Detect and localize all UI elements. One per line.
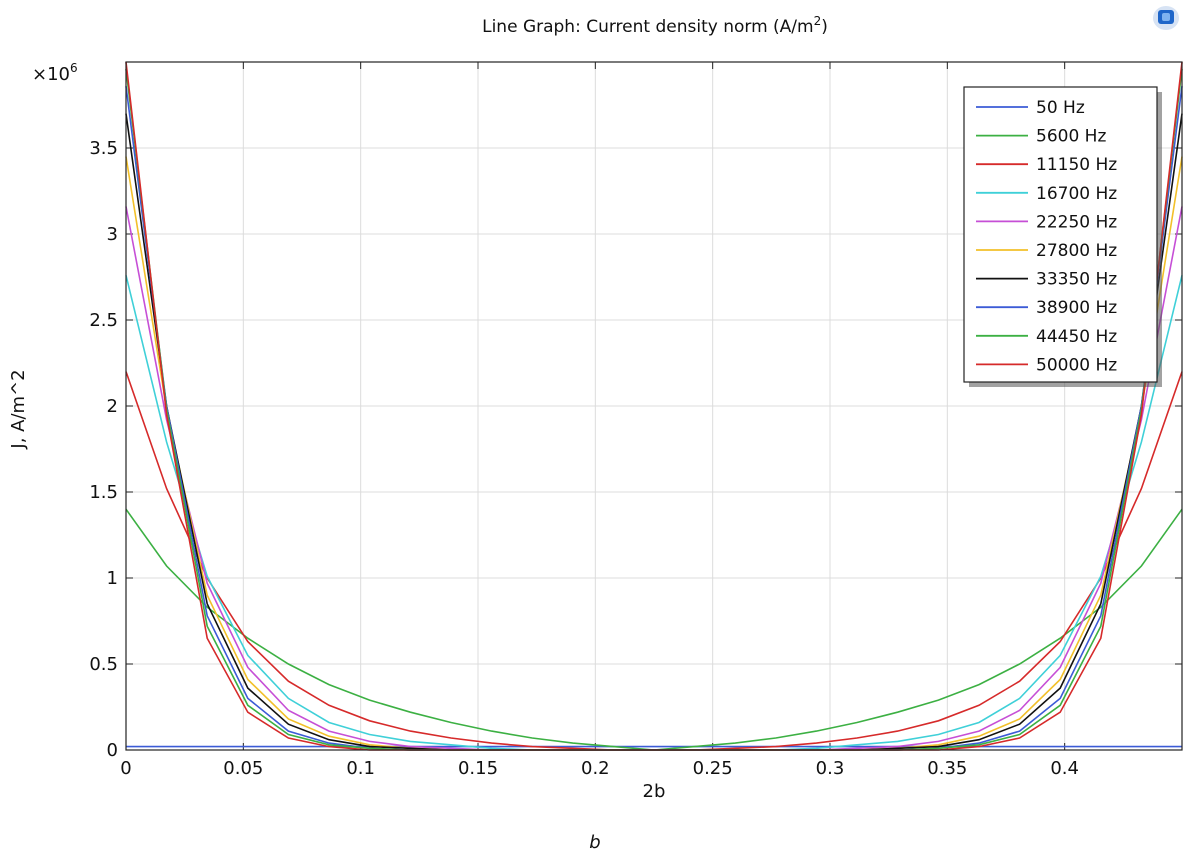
- figure-caption: b: [589, 832, 601, 853]
- legend-label: 27800 Hz: [1036, 241, 1117, 261]
- x-tick-label: 0.25: [693, 758, 733, 779]
- legend-label: 50 Hz: [1036, 98, 1085, 118]
- y-tick-label: 2: [107, 396, 118, 417]
- legend-label: 16700 Hz: [1036, 184, 1117, 204]
- legend-label: 5600 Hz: [1036, 127, 1106, 147]
- plot-frame: [125, 61, 1183, 751]
- y-tick-label: 3.5: [89, 138, 118, 159]
- x-tick-label: 0: [120, 758, 131, 779]
- legend-label: 38900 Hz: [1036, 298, 1117, 318]
- legend-label: 11150 Hz: [1036, 155, 1117, 175]
- series-line-5600-hz: [125, 508, 1183, 751]
- x-tick-label: 0.4: [1050, 758, 1079, 779]
- y-tick-label: 1.5: [89, 482, 118, 503]
- x-tick-label: 0.3: [816, 758, 845, 779]
- axis-ticks: 0 0.05 0.1 0.15 0.2 0.25 0.3 0.35 0.4 0 0.5 1 1.5 2 2.…: [89, 62, 1182, 779]
- x-tick-label: 0.1: [346, 758, 375, 779]
- chart-legend: 50 Hz 5600 Hz 11150 Hz 16700 Hz 22250 Hz 2780…: [963, 86, 1162, 387]
- y-tick-label: 3: [107, 224, 118, 245]
- y-multiplier-label: ×106: [32, 61, 78, 85]
- chart-title: Line Graph: Current density norm (A/m2): [482, 14, 828, 37]
- legend-label: 22250 Hz: [1036, 212, 1117, 232]
- legend-label: 33350 Hz: [1036, 270, 1117, 290]
- line-chart: Line Graph: Current density norm (A/m2) …: [8, 6, 1183, 802]
- x-tick-label: 0.15: [458, 758, 498, 779]
- legend-label: 50000 Hz: [1036, 355, 1117, 375]
- y-tick-label: 2.5: [89, 310, 118, 331]
- legend-label: 44450 Hz: [1036, 327, 1117, 347]
- x-tick-label: 0.05: [223, 758, 263, 779]
- y-axis-label: J, A/m^2: [8, 369, 29, 449]
- x-tick-label: 0.2: [581, 758, 610, 779]
- y-tick-label: 1: [107, 568, 118, 589]
- comsol-logo-icon: [1153, 6, 1179, 30]
- x-axis-label: 2b: [643, 781, 666, 802]
- y-tick-label: 0: [107, 740, 118, 761]
- y-tick-label: 0.5: [89, 654, 118, 675]
- x-tick-label: 0.35: [927, 758, 967, 779]
